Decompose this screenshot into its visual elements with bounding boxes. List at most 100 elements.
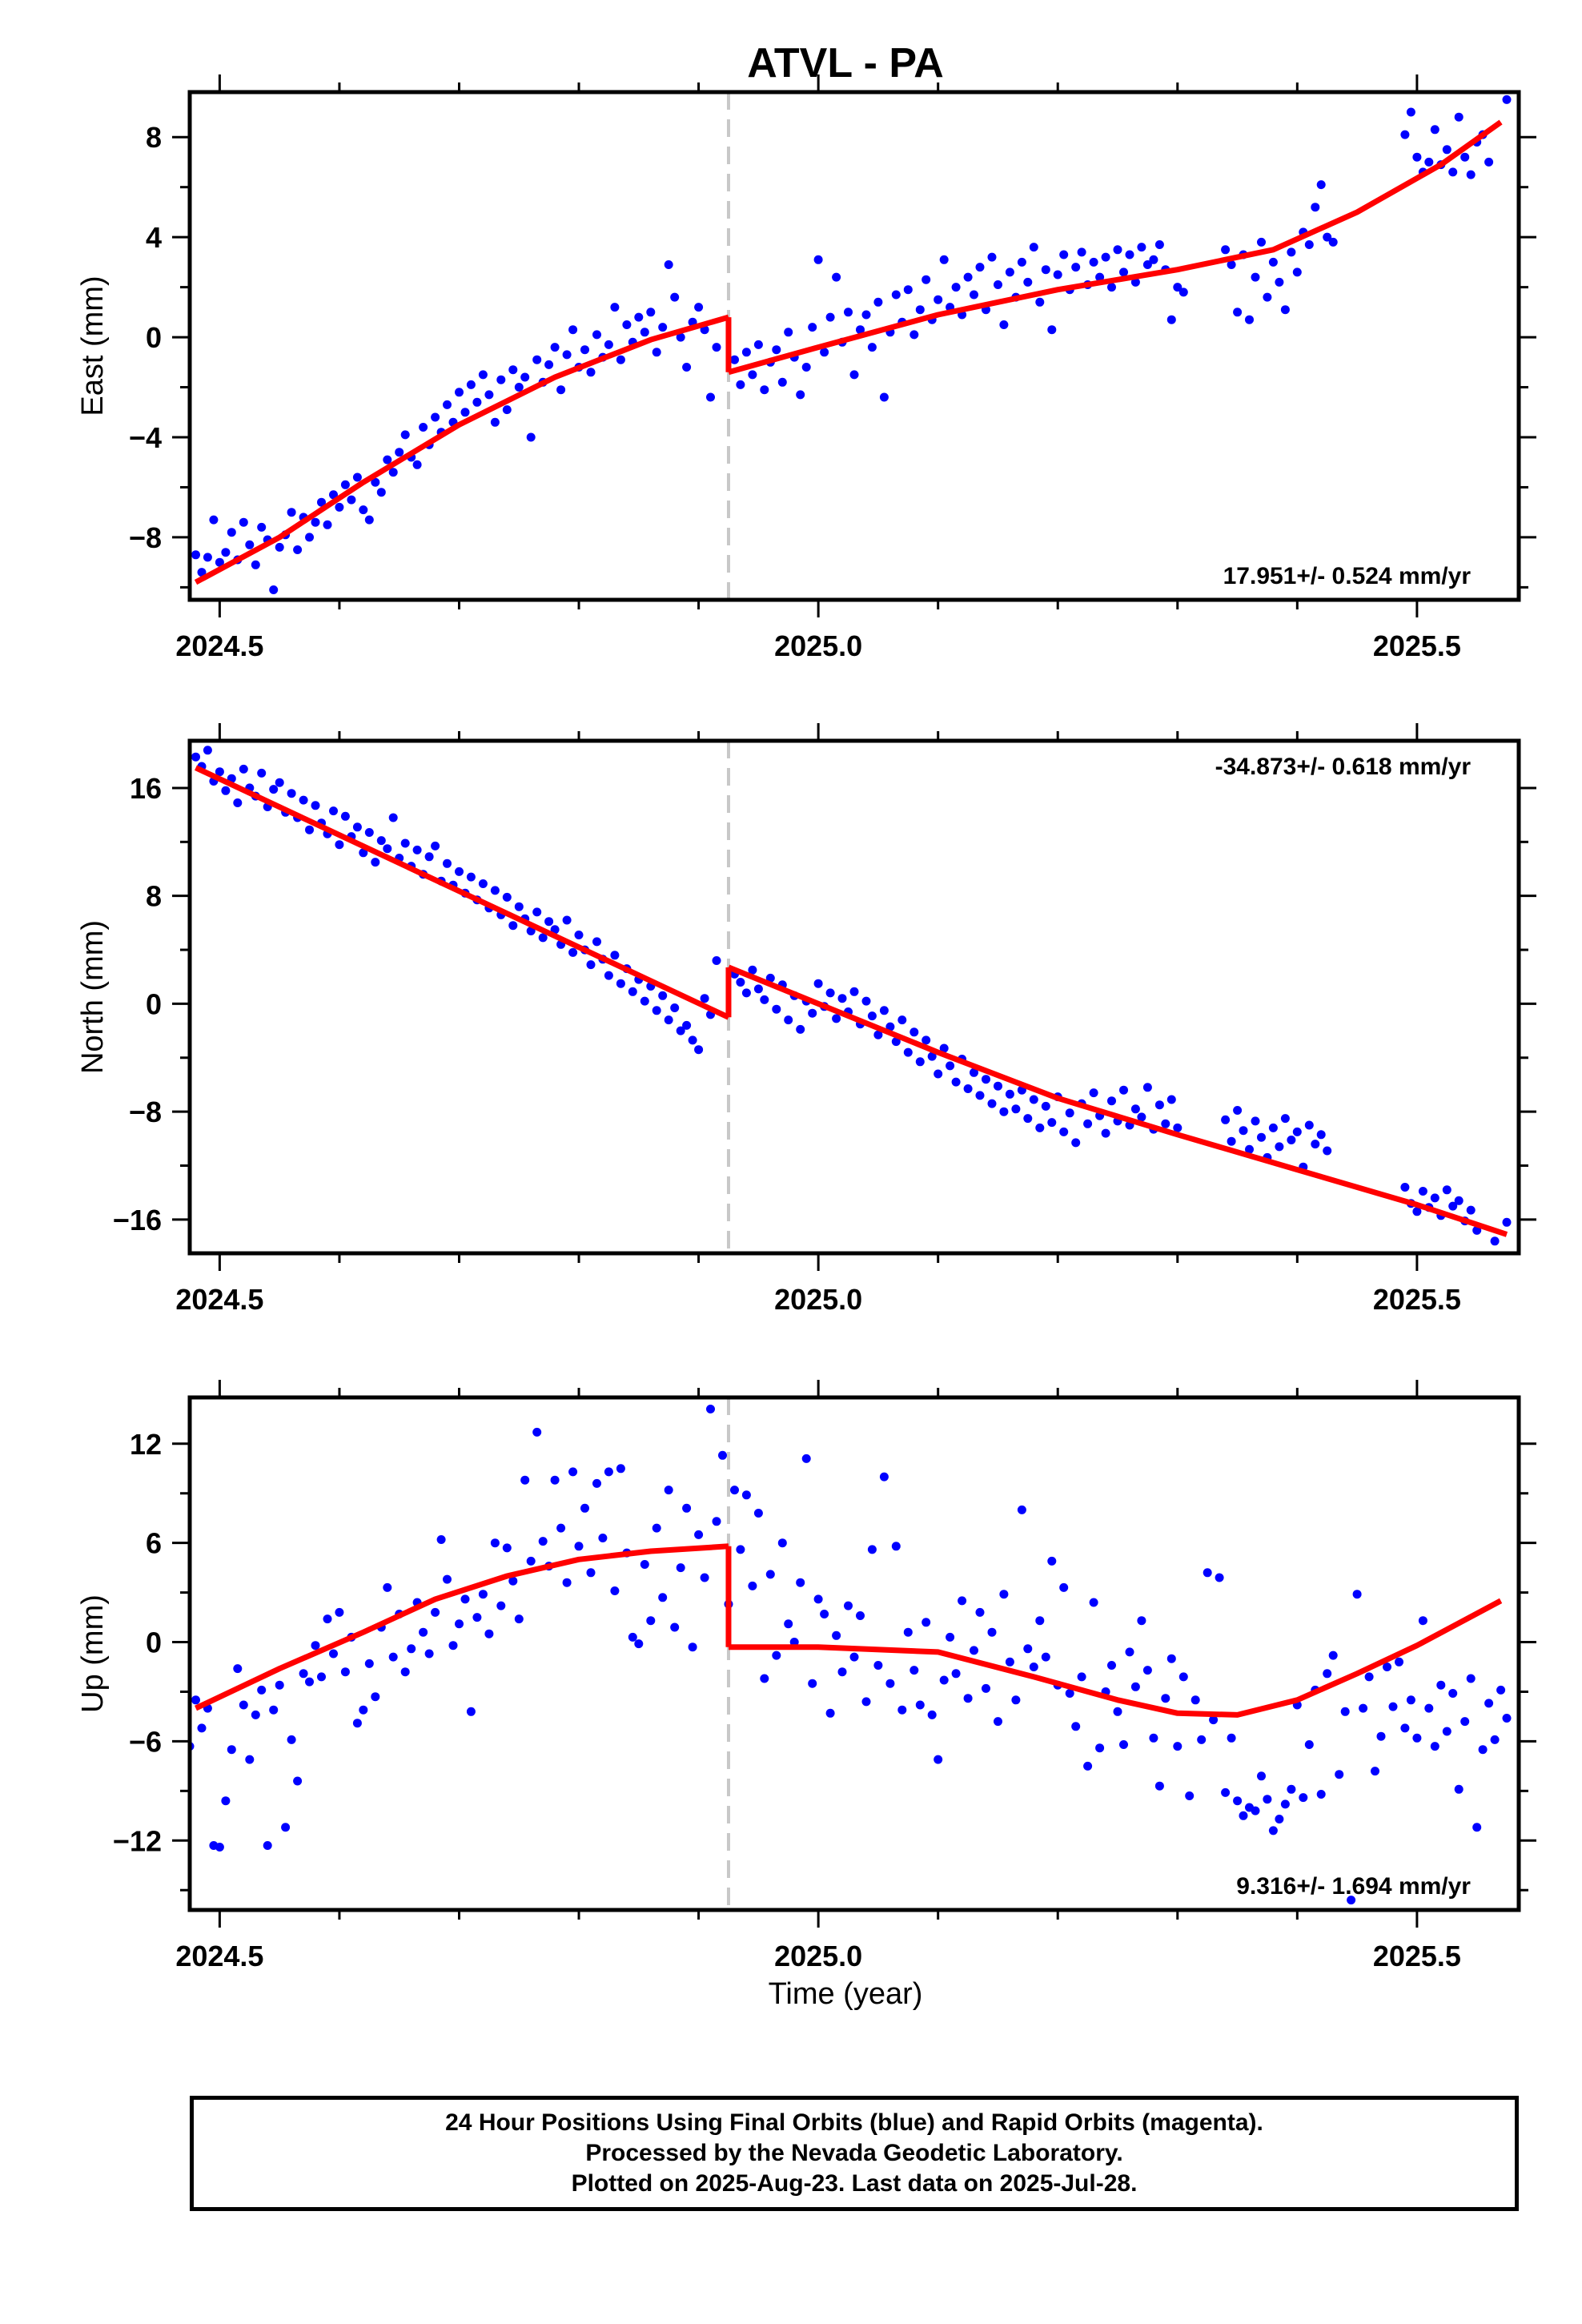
data-point: [1251, 1116, 1260, 1126]
east-y-axis-label: East (mm): [76, 275, 110, 416]
data-point: [748, 1581, 757, 1590]
data-point: [1071, 263, 1081, 272]
data-point: [1371, 1767, 1379, 1776]
y-tick-label: 8: [146, 880, 162, 913]
data-point: [1454, 1196, 1464, 1205]
data-point: [610, 303, 620, 312]
y-tick-label: −6: [129, 1725, 162, 1758]
data-point: [364, 828, 374, 837]
data-point: [257, 1685, 267, 1695]
data-point: [891, 1542, 901, 1551]
data-point: [359, 1705, 368, 1715]
north-frame: [187, 738, 1521, 1256]
data-point: [1448, 1689, 1458, 1698]
east-rate-label: 17.951+/- 0.524 mm/yr: [1223, 563, 1472, 589]
data-point: [598, 1534, 608, 1542]
data-point: [550, 1475, 560, 1485]
data-point: [825, 988, 835, 998]
data-point: [400, 838, 410, 848]
data-point: [1221, 245, 1231, 255]
data-point: [1275, 277, 1284, 287]
data-point: [1209, 1715, 1219, 1725]
data-point: [700, 994, 709, 1003]
data-point: [706, 392, 715, 402]
data-point: [287, 789, 296, 798]
data-point: [1311, 203, 1320, 212]
data-point: [1263, 292, 1272, 302]
data-point: [1233, 1106, 1243, 1115]
data-point: [460, 1594, 470, 1604]
data-point: [820, 1610, 829, 1618]
data-point: [490, 1538, 500, 1548]
data-point: [1005, 1657, 1014, 1667]
data-point: [574, 931, 584, 939]
data-point: [616, 1464, 625, 1474]
data-point: [293, 545, 303, 554]
data-point: [891, 290, 901, 300]
data-point: [340, 480, 350, 489]
data-point: [1113, 245, 1122, 255]
data-point: [963, 1084, 973, 1093]
data-point: [329, 1649, 338, 1659]
data-point: [736, 978, 745, 987]
data-point: [388, 468, 398, 477]
data-point: [921, 1035, 931, 1045]
data-point: [808, 323, 817, 332]
data-point: [431, 1607, 440, 1617]
data-point: [586, 960, 596, 970]
data-point: [994, 1081, 1002, 1091]
data-point: [741, 1490, 751, 1500]
data-point: [748, 965, 757, 975]
data-point: [712, 1517, 721, 1526]
data-point: [490, 417, 500, 427]
data-point: [275, 1680, 284, 1690]
data-point: [383, 844, 392, 854]
data-point: [825, 312, 835, 322]
data-point: [443, 1574, 452, 1584]
data-point: [856, 325, 865, 335]
data-point: [293, 1776, 303, 1786]
data-point: [412, 845, 422, 854]
data-point: [999, 320, 1009, 329]
data-point: [670, 1003, 680, 1012]
data-point: [556, 1523, 566, 1533]
data-point: [1287, 1136, 1296, 1144]
data-point: [508, 365, 518, 375]
data-point: [1077, 1672, 1086, 1682]
data-point: [340, 811, 350, 821]
data-point: [1323, 1146, 1332, 1156]
data-point: [215, 1843, 224, 1852]
data-point: [1137, 1616, 1146, 1626]
data-point: [1292, 267, 1302, 277]
data-point: [688, 1642, 697, 1652]
data-point: [1035, 1616, 1045, 1626]
data-point: [987, 1099, 997, 1108]
data-point: [951, 283, 961, 292]
data-point: [1412, 1733, 1422, 1743]
data-point: [376, 836, 386, 846]
data-point: [245, 540, 255, 549]
data-point: [628, 1632, 637, 1642]
data-point: [951, 1669, 961, 1679]
x-tick-label: 2025.0: [774, 1283, 862, 1316]
data-point: [221, 1796, 231, 1806]
data-point: [777, 1538, 787, 1548]
x-tick-label: 2025.0: [774, 629, 862, 662]
data-point: [718, 1450, 727, 1460]
data-point: [1430, 125, 1439, 135]
data-point: [1460, 152, 1470, 162]
data-point: [1130, 1682, 1140, 1691]
data-point: [580, 1503, 589, 1513]
data-point: [1257, 1771, 1266, 1781]
data-point: [335, 1607, 344, 1617]
data-point: [436, 1535, 446, 1544]
data-point: [1113, 1707, 1122, 1716]
data-point: [323, 1614, 332, 1624]
data-point: [1154, 1781, 1164, 1791]
data-point: [982, 1075, 990, 1084]
data-point: [867, 1011, 877, 1021]
data-point: [1316, 1130, 1326, 1140]
data-point: [975, 263, 985, 272]
data-point: [970, 290, 978, 300]
data-point: [1071, 1138, 1081, 1148]
